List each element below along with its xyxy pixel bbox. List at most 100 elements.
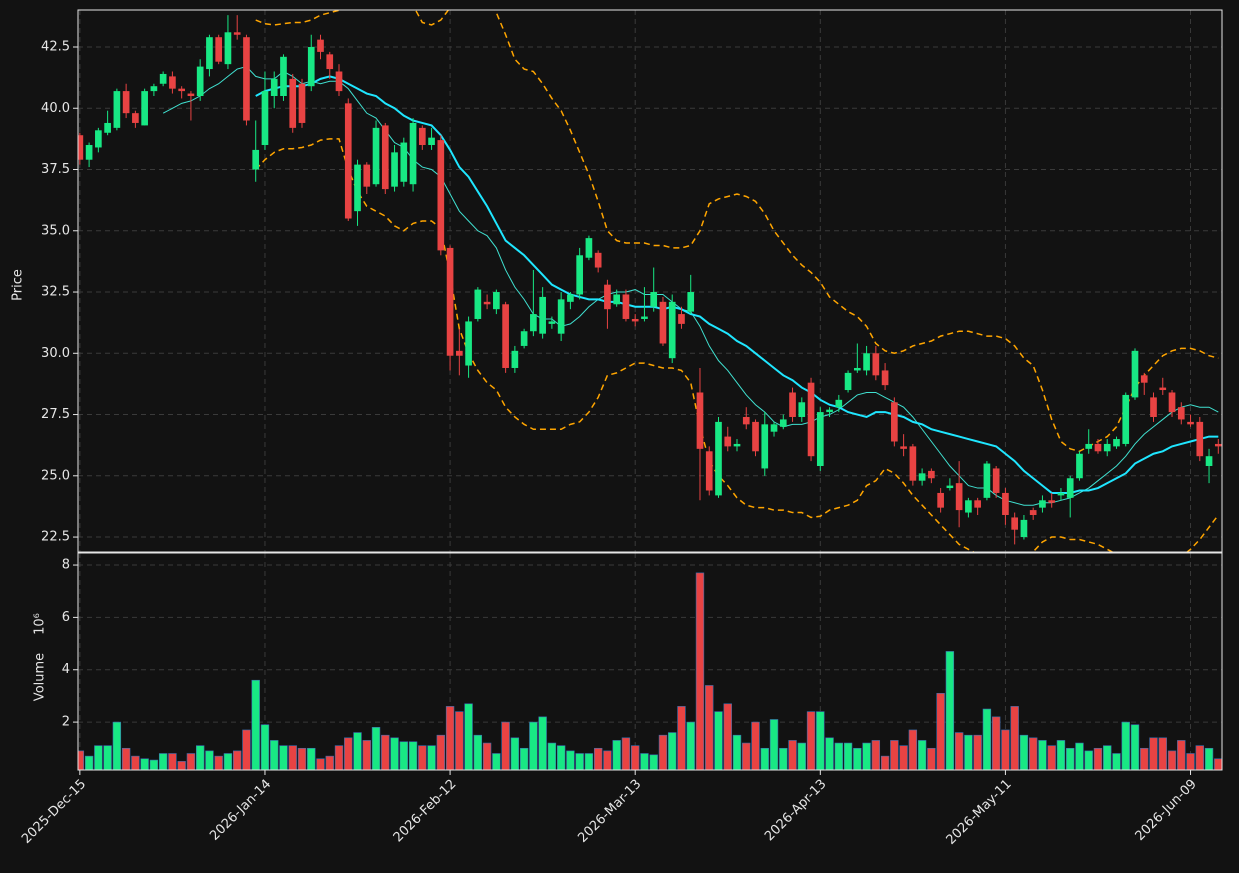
volume-bar: [668, 732, 677, 770]
candle-body: [1094, 443, 1102, 452]
candle-body: [1196, 421, 1204, 457]
volume-bar: [186, 753, 196, 770]
volume-bar: [945, 651, 955, 770]
volume-bar: [399, 741, 408, 770]
volume-bar: [677, 706, 686, 770]
volume-bar: [1149, 737, 1158, 770]
volume-bar: [233, 750, 242, 770]
candle-body: [502, 304, 509, 368]
candle-body: [252, 149, 260, 170]
candle-body: [1177, 407, 1185, 420]
volume-bar: [195, 745, 205, 770]
candle-body: [826, 409, 833, 413]
volume-bar: [853, 747, 862, 770]
candle-body: [1150, 397, 1157, 417]
candle-body: [761, 424, 769, 469]
indicator-line: [255, 138, 1219, 552]
volume-bar: [732, 734, 742, 770]
candle-body: [298, 83, 306, 123]
candle-body: [1076, 453, 1083, 479]
y-axis-label: Volume: [33, 653, 48, 701]
volume-bar: [547, 742, 557, 770]
y-tick-label: 32.5: [41, 285, 70, 300]
candle-body: [816, 412, 824, 466]
candle-body: [1214, 443, 1222, 447]
candle-body: [1187, 421, 1194, 425]
volume-bar: [658, 734, 668, 770]
candle-body: [354, 164, 361, 212]
volume-bar: [584, 753, 594, 770]
volume-bar: [297, 747, 307, 770]
candle-body: [946, 485, 954, 489]
volume-bar: [1214, 758, 1222, 770]
volume-bar: [418, 745, 427, 770]
volume-bar: [917, 740, 927, 770]
candle-body: [900, 446, 907, 449]
candle-body: [539, 296, 546, 334]
candle-body: [483, 301, 491, 305]
candle-body: [493, 292, 500, 310]
volume-bar: [205, 750, 214, 770]
y-tick-label: 27.5: [41, 407, 70, 422]
candle-body: [335, 71, 343, 92]
candle-body: [715, 421, 722, 496]
candle-body: [428, 137, 435, 146]
volume-bar: [371, 727, 381, 770]
volume-bar: [353, 732, 362, 770]
candle-body: [307, 46, 315, 87]
candle-body: [400, 142, 408, 182]
candle-body: [1168, 392, 1176, 413]
volume-bar: [307, 747, 316, 770]
volume-bar: [344, 737, 353, 770]
volume-bar: [788, 740, 797, 770]
volume-bar: [288, 745, 297, 770]
candle-body: [233, 32, 241, 35]
volume-bar: [575, 753, 584, 770]
volume-bar: [158, 753, 168, 770]
candle-body: [85, 145, 93, 160]
candle-body: [363, 164, 371, 187]
candle-body: [659, 301, 667, 344]
candle-body: [474, 289, 482, 319]
volume-bar: [149, 759, 159, 770]
volume-bar: [1001, 729, 1010, 770]
candle-body: [918, 473, 926, 481]
volume-bar: [742, 742, 751, 770]
volume-bar: [1066, 747, 1075, 770]
candle-body: [1113, 439, 1120, 447]
volume-bar: [242, 729, 251, 770]
volume-bar: [121, 747, 131, 770]
candle-body: [928, 470, 935, 479]
candle-body: [622, 294, 630, 319]
volume-bar: [223, 753, 233, 770]
volume-bar: [769, 719, 779, 770]
candle-body: [650, 292, 658, 307]
candle-body: [687, 292, 695, 312]
candle-body: [881, 370, 889, 386]
candle-body: [1205, 456, 1213, 466]
candle-body: [992, 468, 1000, 493]
candle-body: [289, 78, 297, 128]
candle-body: [576, 255, 583, 295]
volume-bar: [140, 758, 149, 770]
volume-bar: [779, 747, 788, 770]
candle-body: [344, 103, 352, 219]
volume-bar: [103, 745, 112, 770]
candle-body: [1103, 443, 1111, 452]
volume-bar: [214, 755, 223, 770]
candle-body: [456, 350, 463, 356]
volume-bar: [427, 745, 436, 770]
volume-bar: [1047, 745, 1056, 770]
volume-bar: [473, 734, 483, 770]
volume-bar: [1075, 742, 1084, 770]
candle-body: [965, 500, 972, 513]
volume-bar: [408, 741, 418, 770]
volume-bar: [1084, 750, 1093, 770]
candle-body: [974, 500, 981, 508]
volume-bar: [279, 745, 288, 770]
candle-body: [159, 73, 167, 84]
candle-body: [872, 353, 880, 376]
volume-bar: [1028, 737, 1038, 770]
